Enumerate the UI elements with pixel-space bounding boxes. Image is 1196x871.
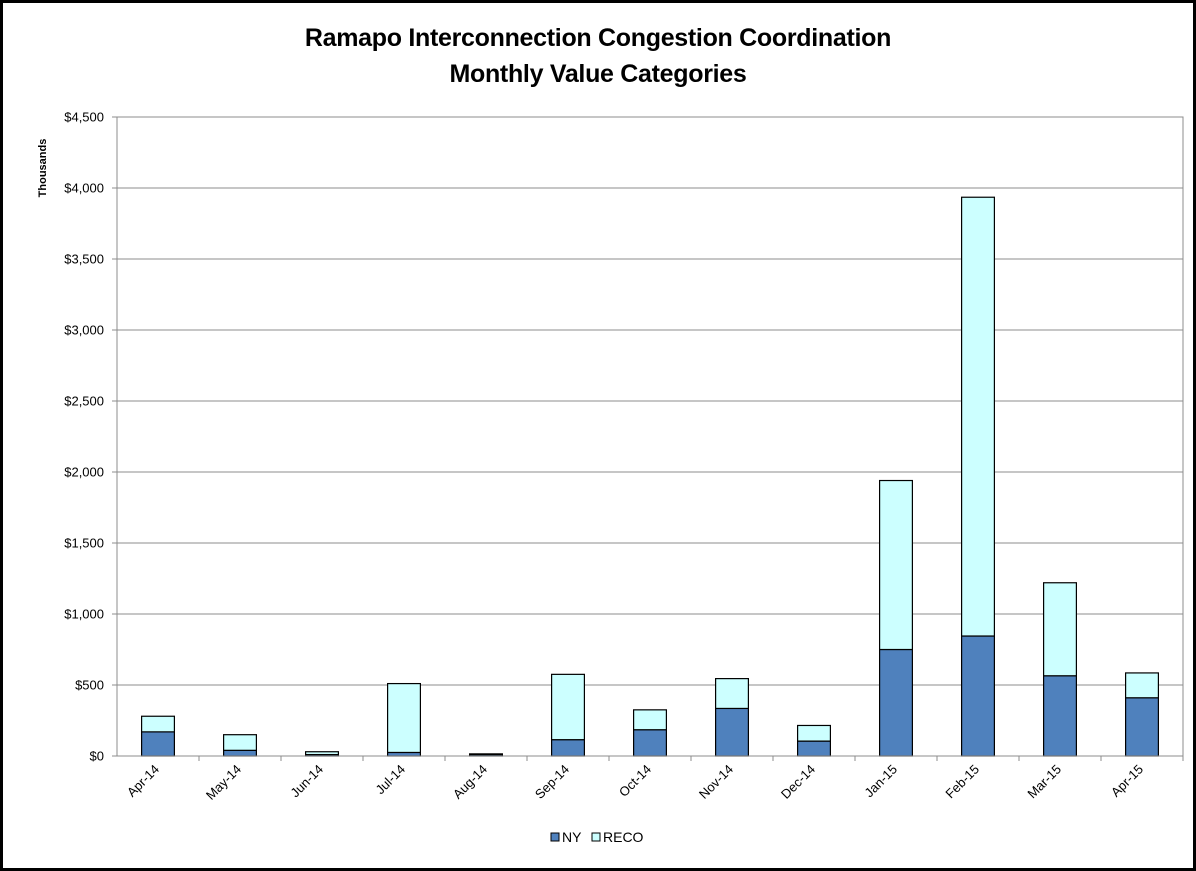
- bar-ny-jan-15: [878, 648, 913, 757]
- bar-ny-may-14: [223, 749, 258, 757]
- x-tick-label: Jul-14: [372, 762, 408, 798]
- legend-swatch-reco: [591, 832, 601, 842]
- y-tick-label: $2,500: [64, 394, 104, 409]
- x-tick-label: Mar-15: [1024, 762, 1064, 802]
- bar-reco-jul-14: [387, 682, 422, 754]
- plot-area-border: [116, 116, 1184, 757]
- bars: [141, 196, 1159, 757]
- bar-reco-aug-14: [469, 753, 504, 756]
- bar-ny-apr-15: [1124, 697, 1159, 757]
- x-tick-labels: Apr-14 May-14 Jun-14 Jul-14 Aug-14 Sep-14 Oct-…: [124, 762, 1146, 803]
- bar-ny-nov-14: [714, 707, 749, 757]
- chart-subtitle: Monthly Value Categories: [449, 60, 747, 88]
- legend-label-reco: RECO: [603, 829, 644, 845]
- legend-label-ny: NY: [562, 829, 582, 845]
- bar-reco-mar-15: [1042, 582, 1077, 677]
- gridlines: [117, 116, 1183, 686]
- bar-ny-mar-15: [1042, 675, 1077, 757]
- bar-ny-feb-15: [960, 635, 995, 757]
- x-tick-label: Sep-14: [532, 762, 572, 802]
- x-tick-label: May-14: [203, 762, 244, 803]
- bar-reco-nov-14: [714, 678, 749, 710]
- x-tick-label: Apr-15: [1108, 762, 1146, 800]
- legend: NY RECO: [550, 829, 644, 845]
- bar-reco-dec-14: [796, 724, 831, 742]
- y-tick-label: $1,000: [64, 607, 104, 622]
- y-tick-label: $1,500: [64, 536, 104, 551]
- bar-ny-oct-14: [632, 729, 667, 757]
- bar-ny-sep-14: [550, 739, 585, 757]
- axes: [112, 116, 1184, 761]
- y-tick-label: $0: [90, 749, 104, 764]
- y-tick-label: $2,000: [64, 465, 104, 480]
- x-tick-label: Aug-14: [450, 762, 490, 802]
- x-tick-label: Apr-14: [124, 762, 162, 800]
- x-tick-label: Oct-14: [616, 762, 654, 800]
- y-axis-label: Thousands: [37, 139, 49, 198]
- bar-reco-sep-14: [550, 673, 585, 741]
- legend-swatch-ny: [550, 832, 560, 842]
- y-tick-label: $3,000: [64, 323, 104, 338]
- bar-reco-oct-14: [632, 709, 667, 731]
- y-tick-label: $4,000: [64, 181, 104, 196]
- x-tick-label: Jun-14: [287, 762, 326, 801]
- bar-reco-feb-15: [960, 196, 995, 637]
- x-tick-label: Dec-14: [778, 762, 818, 802]
- y-tick-labels: $0 $500 $1,000 $1,500 $2,000 $2,500 $3,000 $3,5…: [64, 110, 104, 764]
- y-tick-label: $4,500: [64, 110, 104, 125]
- chart-title: Ramapo Interconnection Congestion Coordi…: [304, 24, 892, 52]
- x-tick-label: Feb-15: [942, 762, 982, 802]
- y-tick-label: $500: [75, 678, 104, 693]
- bar-reco-jan-15: [878, 479, 913, 651]
- bar-reco-apr-14: [141, 715, 176, 733]
- bar-reco-jun-14: [305, 751, 340, 756]
- y-tick-label: $3,500: [64, 252, 104, 267]
- bar-reco-apr-15: [1124, 672, 1159, 699]
- x-tick-label: Nov-14: [696, 762, 736, 802]
- x-tick-label: Jan-15: [861, 762, 900, 801]
- bar-reco-may-14: [223, 734, 258, 751]
- bar-ny-apr-14: [141, 731, 176, 757]
- bar-ny-dec-14: [796, 740, 831, 757]
